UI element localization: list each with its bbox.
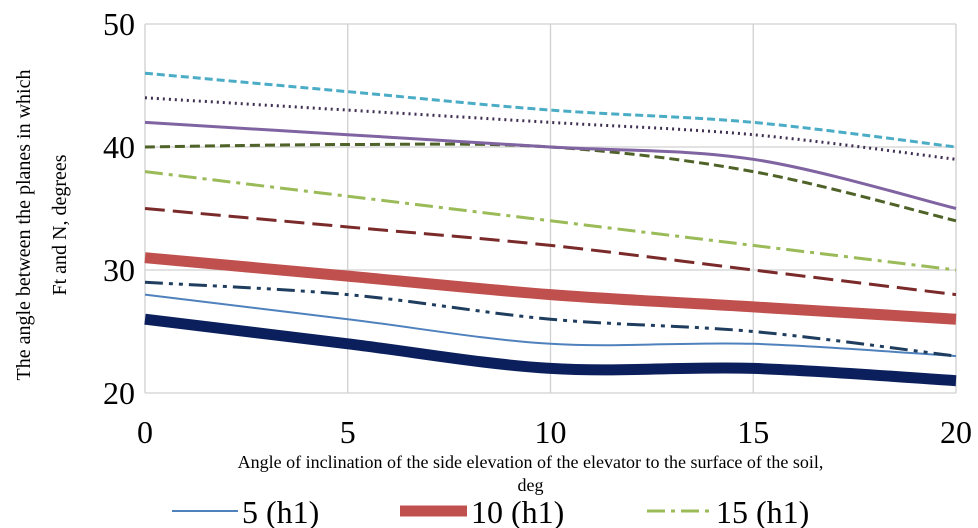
tick-labels: 20 30 40 50 0 5 10 15 20: [103, 6, 972, 450]
series-line-5: [144, 280, 957, 358]
y-tick-label: 20: [103, 375, 135, 411]
series-line-1: [144, 293, 957, 358]
x-tick-label: 20: [940, 414, 972, 450]
legend-label: 15 (h1): [716, 494, 809, 528]
series-line-10: [144, 71, 957, 149]
x-axis-title: Angle of inclination of the side elevati…: [238, 452, 824, 495]
y-tick-label: 40: [103, 129, 135, 165]
series-line-2: [144, 252, 957, 325]
series-line-3: [144, 170, 957, 272]
x-tick-label: 5: [340, 414, 356, 450]
x-tick-label: 10: [535, 414, 567, 450]
y-axis-title-line1: The angle between the planes in which: [13, 70, 35, 381]
legend: 5 (h1) 10 (h1) 15 (h1): [172, 494, 809, 528]
legend-label: 5 (h1): [242, 494, 319, 528]
x-tick-label: 15: [737, 414, 769, 450]
x-tick-label: 0: [137, 414, 153, 450]
series-layer: [144, 71, 957, 387]
series-line-9: [144, 96, 957, 161]
legend-label: 10 (h1): [471, 494, 564, 528]
series-line-6: [144, 207, 957, 297]
y-tick-label: 30: [103, 252, 135, 288]
y-tick-label: 50: [103, 6, 135, 42]
series-line-4: [144, 313, 957, 387]
series-line-8: [144, 120, 957, 210]
y-axis-title-line2: Ft and N, degrees: [49, 154, 71, 295]
